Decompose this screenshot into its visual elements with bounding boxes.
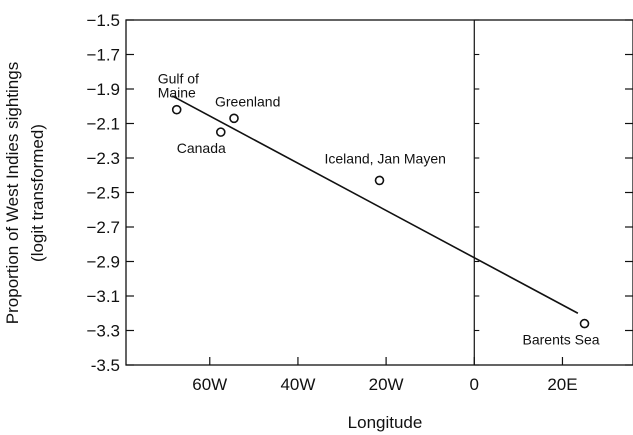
y-tick-label: −3.1: [86, 287, 120, 306]
x-tick-label: 40W: [280, 375, 315, 394]
point-label: Barents Sea: [523, 332, 600, 348]
y-tick-label: −2.3: [86, 149, 120, 168]
point-label: Maine: [158, 85, 196, 101]
x-tick-label: 20E: [547, 375, 577, 394]
x-tick-label: 0: [470, 375, 479, 394]
y-tick-label: −3.3: [86, 322, 120, 341]
plot-area-frame: [125, 19, 633, 366]
data-point: [374, 175, 385, 186]
data-point: [579, 318, 590, 329]
data-point: [171, 104, 182, 115]
point-label: Gulf of: [158, 71, 199, 87]
point-label: Greenland: [215, 93, 280, 109]
y-tick-label: -3.5: [91, 356, 120, 375]
y-axis-label: Proportion of West Indies sightings: [3, 62, 22, 324]
regression-line: [171, 95, 579, 314]
x-axis-label: Longitude: [348, 413, 423, 432]
point-label: Iceland, Jan Mayen: [325, 150, 446, 166]
point-label: Canada: [177, 140, 226, 156]
y-tick-label: −2.5: [86, 184, 120, 203]
x-tick-label: 20W: [369, 375, 404, 394]
y-tick-label: −1.7: [86, 46, 120, 65]
y-tick-label: −2.9: [86, 253, 120, 272]
data-point: [215, 127, 226, 137]
x-tick-label: 60W: [192, 375, 227, 394]
y-tick-label: −2.7: [86, 218, 120, 237]
data-point: [229, 113, 239, 124]
x-axis-ticks: 60W 40W 20W 0 20E: [192, 357, 578, 394]
y-tick-label: −1.5: [86, 11, 120, 30]
y-tick-label: −2.1: [86, 115, 120, 134]
y-axis-label-sub: (logit transformed): [28, 124, 47, 262]
y-tick-label: −1.9: [86, 80, 120, 99]
y-axis-ticks: −1.5 −1.7 −1.9 −2.1 −2.3 −2.5 −2.7 −2.9 −3.1 −3.3…: [86, 11, 633, 375]
